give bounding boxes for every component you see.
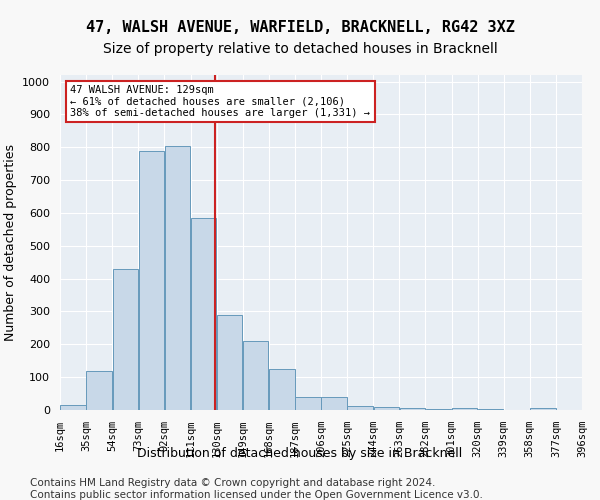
Bar bbox=[400, 408, 425, 410]
Bar bbox=[295, 397, 320, 410]
Text: Contains public sector information licensed under the Open Government Licence v3: Contains public sector information licen… bbox=[30, 490, 483, 500]
Bar bbox=[113, 269, 138, 410]
Bar bbox=[530, 408, 556, 410]
Bar bbox=[217, 315, 242, 410]
Text: Contains HM Land Registry data © Crown copyright and database right 2024.: Contains HM Land Registry data © Crown c… bbox=[30, 478, 436, 488]
Text: 47, WALSH AVENUE, WARFIELD, BRACKNELL, RG42 3XZ: 47, WALSH AVENUE, WARFIELD, BRACKNELL, R… bbox=[86, 20, 514, 35]
Text: Size of property relative to detached houses in Bracknell: Size of property relative to detached ho… bbox=[103, 42, 497, 56]
Bar bbox=[322, 397, 347, 410]
Bar bbox=[86, 370, 112, 410]
Bar bbox=[452, 408, 477, 410]
Bar bbox=[243, 341, 268, 410]
Text: Distribution of detached houses by size in Bracknell: Distribution of detached houses by size … bbox=[137, 448, 463, 460]
Y-axis label: Number of detached properties: Number of detached properties bbox=[4, 144, 17, 341]
Bar bbox=[165, 146, 190, 410]
Bar bbox=[374, 406, 399, 410]
Bar bbox=[426, 408, 451, 410]
Bar bbox=[347, 406, 373, 410]
Bar bbox=[139, 150, 164, 410]
Bar bbox=[191, 218, 216, 410]
Bar bbox=[61, 405, 86, 410]
Text: 47 WALSH AVENUE: 129sqm
← 61% of detached houses are smaller (2,106)
38% of semi: 47 WALSH AVENUE: 129sqm ← 61% of detache… bbox=[70, 85, 370, 118]
Bar bbox=[269, 369, 295, 410]
